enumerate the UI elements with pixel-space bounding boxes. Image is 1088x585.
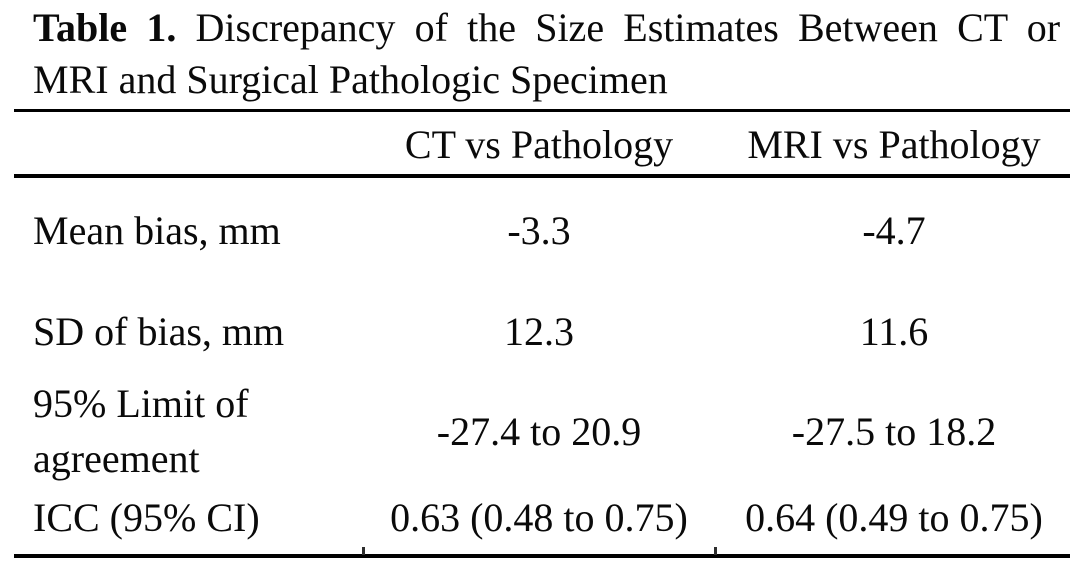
table-header-row: CT vs Pathology MRI vs Pathology [0, 116, 1088, 172]
row-label: ICC (95% CI) [33, 494, 260, 540]
table-caption-text: Discrepancy of the Size Estimates Betwee… [195, 5, 1061, 50]
column-header-ct: CT vs Pathology [404, 121, 674, 167]
table-row: 95% Limit of agreement -27.4 to 20.9 -27… [0, 371, 1088, 491]
table-row: SD of bias, mm 12.3 11.6 [0, 301, 1088, 361]
caption-rule [14, 109, 1070, 112]
row-label: Mean bias, mm [33, 207, 281, 253]
table-caption-line1: Table 1. Discrepancy of the Size Estimat… [33, 2, 1060, 54]
column-separator-tick [362, 547, 365, 555]
row-label: 95% Limit of agreement [33, 381, 249, 481]
cell-value-mri: 0.64 (0.49 to 0.75) [745, 494, 1043, 540]
row-label: SD of bias, mm [33, 308, 285, 354]
cell-value-mri: -27.5 to 18.2 [791, 408, 997, 454]
table-caption-number: Table 1. [33, 5, 177, 50]
cell-value-ct: 0.63 (0.48 to 0.75) [390, 494, 688, 540]
cell-value-mri: -4.7 [862, 207, 926, 253]
table-row: ICC (95% CI) 0.63 (0.48 to 0.75) 0.64 (0… [0, 487, 1088, 547]
column-header-mri: MRI vs Pathology [747, 121, 1041, 167]
bottom-rule [14, 554, 1070, 558]
table-caption-line2: MRI and Surgical Pathologic Specimen [33, 57, 668, 102]
cell-value-mri: 11.6 [859, 308, 929, 354]
column-separator-tick [714, 547, 717, 555]
cell-value-ct: 12.3 [504, 308, 574, 354]
cell-value-ct: -27.4 to 20.9 [436, 408, 642, 454]
table-row: Mean bias, mm -3.3 -4.7 [0, 200, 1088, 260]
header-rule [14, 174, 1070, 178]
cell-value-ct: -3.3 [507, 207, 571, 253]
